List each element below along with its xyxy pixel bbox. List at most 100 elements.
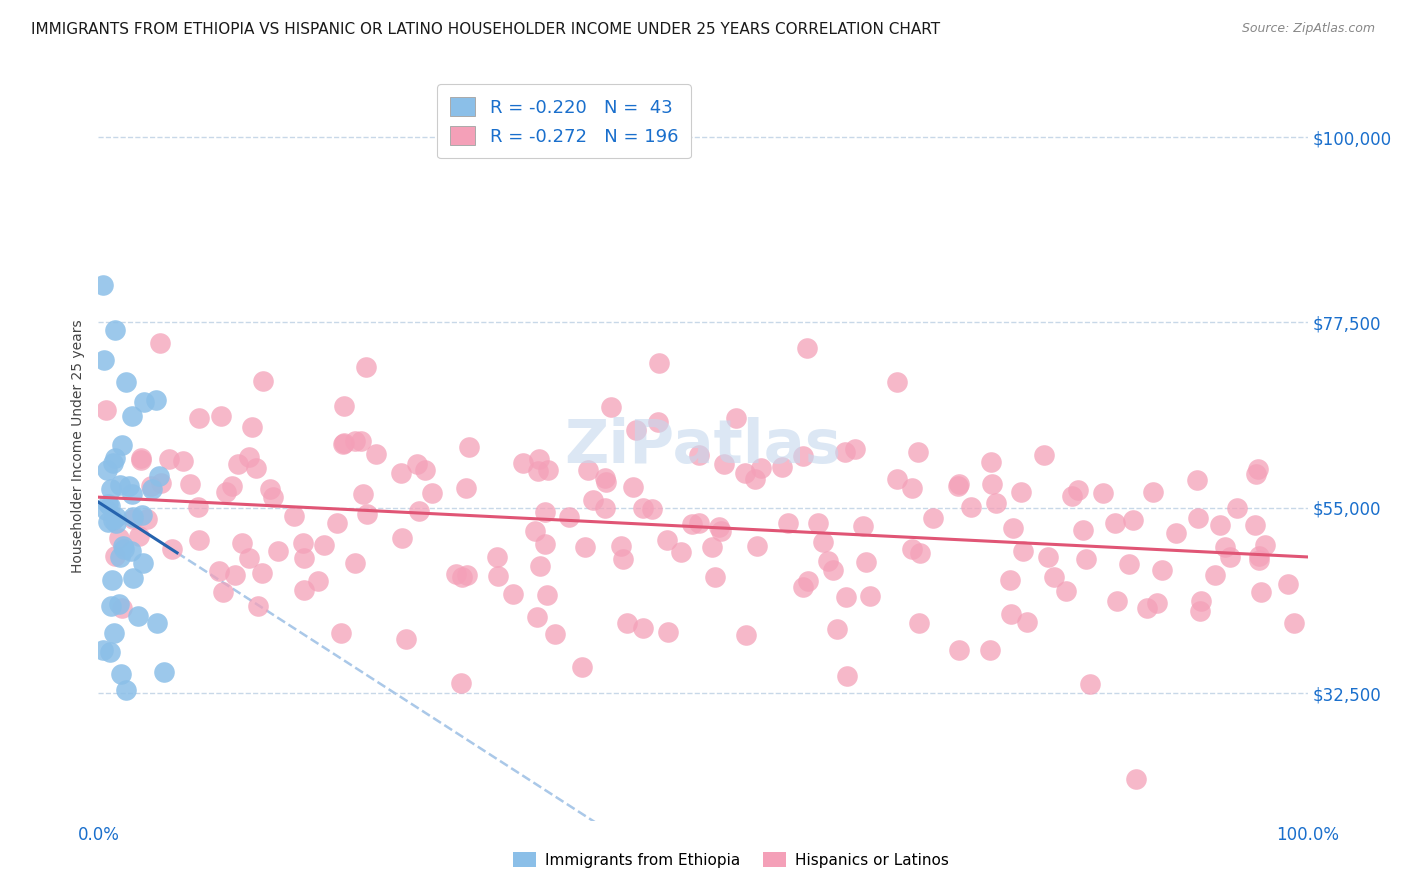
Point xyxy=(247,599,270,613)
Point xyxy=(1043,570,1066,584)
Point xyxy=(813,535,835,549)
Point xyxy=(886,472,908,486)
Point xyxy=(700,541,723,555)
Point xyxy=(350,434,373,449)
Point xyxy=(669,545,692,559)
Point xyxy=(1150,564,1173,578)
Point xyxy=(104,450,127,465)
Point xyxy=(624,423,647,437)
Point xyxy=(1105,594,1128,608)
Point xyxy=(267,544,290,558)
Point xyxy=(526,610,548,624)
Point xyxy=(529,452,551,467)
Point xyxy=(356,507,378,521)
Point xyxy=(710,524,733,538)
Point xyxy=(835,590,858,604)
Point xyxy=(307,574,329,588)
Point xyxy=(97,515,120,529)
Point xyxy=(797,574,820,588)
Point xyxy=(745,539,768,553)
Point xyxy=(1080,677,1102,691)
Point xyxy=(394,632,416,646)
Point xyxy=(724,411,747,425)
Point xyxy=(834,445,856,459)
Point xyxy=(112,541,135,556)
Point xyxy=(946,479,969,493)
Point xyxy=(240,419,263,434)
Point xyxy=(141,483,163,497)
Point xyxy=(1036,550,1059,565)
Point xyxy=(1188,604,1211,618)
Point xyxy=(582,493,605,508)
Point xyxy=(413,463,436,477)
Point xyxy=(512,457,534,471)
Point xyxy=(129,453,152,467)
Point xyxy=(104,323,127,337)
Point xyxy=(97,497,120,511)
Point xyxy=(543,627,565,641)
Point xyxy=(110,438,132,452)
Point xyxy=(1002,521,1025,535)
Point xyxy=(770,459,793,474)
Point xyxy=(852,519,875,533)
Point xyxy=(354,360,377,375)
Point xyxy=(1136,600,1159,615)
Point xyxy=(405,457,427,471)
Point xyxy=(502,586,524,600)
Point xyxy=(524,524,547,538)
Point xyxy=(534,505,557,519)
Point xyxy=(1249,553,1271,567)
Point xyxy=(122,512,145,526)
Point xyxy=(157,452,180,467)
Point xyxy=(252,566,274,580)
Point xyxy=(121,571,143,585)
Point xyxy=(901,481,924,495)
Point xyxy=(110,478,132,492)
Point xyxy=(1118,558,1140,572)
Point xyxy=(326,516,349,530)
Point xyxy=(707,520,730,534)
Point xyxy=(1243,517,1265,532)
Point xyxy=(450,570,472,584)
Point xyxy=(107,531,129,545)
Point xyxy=(450,675,472,690)
Point xyxy=(821,563,844,577)
Point xyxy=(108,550,131,565)
Point xyxy=(100,599,122,613)
Point xyxy=(558,509,581,524)
Point xyxy=(120,544,142,558)
Point xyxy=(444,566,467,581)
Point xyxy=(93,352,115,367)
Point xyxy=(886,375,908,389)
Point xyxy=(101,513,124,527)
Point xyxy=(688,448,710,462)
Point xyxy=(1189,594,1212,608)
Point xyxy=(100,573,122,587)
Point xyxy=(226,457,249,471)
Point xyxy=(1219,549,1241,564)
Point xyxy=(332,435,354,450)
Point xyxy=(150,476,173,491)
Point xyxy=(209,409,232,423)
Point xyxy=(537,463,560,477)
Point xyxy=(128,529,150,543)
Point xyxy=(100,482,122,496)
Point xyxy=(1074,552,1097,566)
Point xyxy=(574,540,596,554)
Point xyxy=(283,508,305,523)
Point xyxy=(188,411,211,425)
Point xyxy=(122,509,145,524)
Point xyxy=(827,622,849,636)
Point xyxy=(1122,513,1144,527)
Point xyxy=(527,464,550,478)
Point xyxy=(1187,473,1209,487)
Point xyxy=(292,536,315,550)
Point xyxy=(262,490,284,504)
Point xyxy=(640,502,662,516)
Point xyxy=(855,556,877,570)
Point xyxy=(98,645,121,659)
Point xyxy=(111,601,134,615)
Point xyxy=(1067,483,1090,497)
Point xyxy=(149,335,172,350)
Point xyxy=(486,549,509,564)
